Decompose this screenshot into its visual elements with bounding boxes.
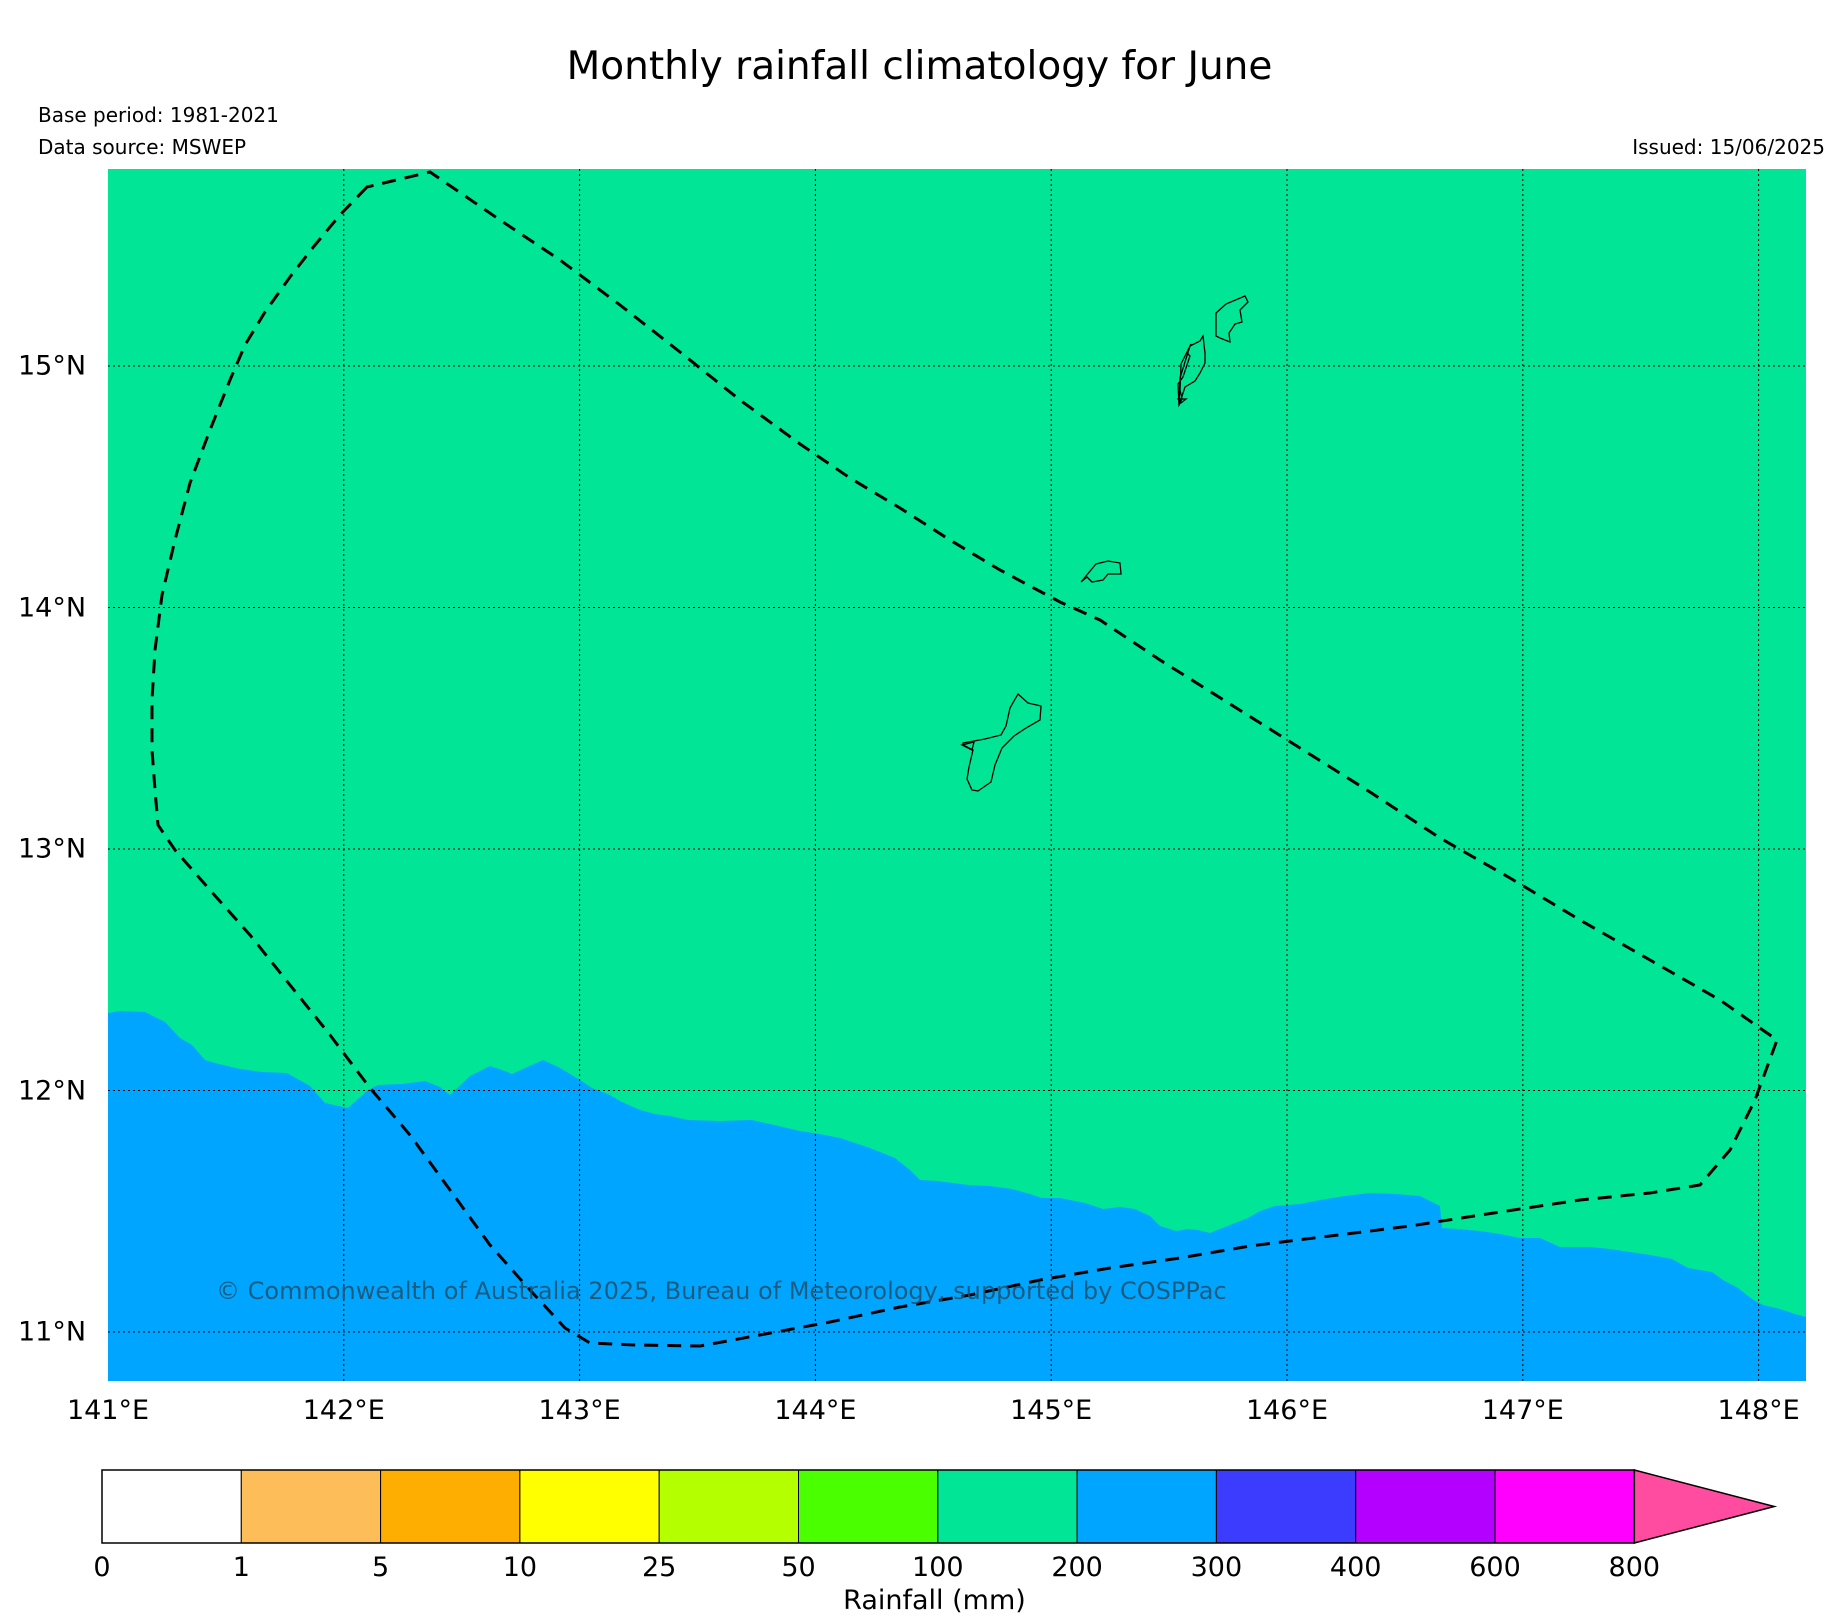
colorbar-segment <box>1494 1469 1635 1544</box>
y-tick-label: 11°N <box>18 1316 87 1348</box>
island-aguijan <box>1176 398 1188 404</box>
x-tick-label: 144°E <box>774 1395 857 1426</box>
colorbar-segment <box>1076 1469 1217 1544</box>
colorbar-outline <box>101 1469 1636 1544</box>
colorbar-segment <box>380 1469 521 1544</box>
y-tick-label: 15°N <box>18 350 87 382</box>
x-tick-label: 145°E <box>1010 1395 1093 1426</box>
island-outlines <box>960 295 1249 792</box>
base-period-label: Base period: 1981-2021 <box>38 103 279 127</box>
colorbar-segment <box>1215 1469 1357 1544</box>
colorbar-tick-label: 300 <box>1190 1552 1243 1583</box>
colorbar-segment <box>101 1469 242 1544</box>
x-tick-label: 147°E <box>1481 1395 1564 1426</box>
colorbar-tick-label: 25 <box>642 1552 677 1583</box>
x-tick-label: 142°E <box>302 1395 385 1426</box>
x-tick-label: 146°E <box>1245 1395 1329 1426</box>
y-tick-label: 12°N <box>18 1075 87 1106</box>
colorbar-tick-label: 100 <box>912 1552 964 1583</box>
colorbar-tick-label: 600 <box>1469 1552 1521 1583</box>
gridlines <box>108 169 1806 1381</box>
y-tick-label: 13°N <box>18 833 87 865</box>
island-rota <box>1080 560 1122 583</box>
issued-date-label: Issued: 15/06/2025 <box>1632 135 1825 159</box>
colorbar-segment <box>937 1469 1078 1544</box>
colorbar-segment <box>798 1469 939 1544</box>
colorbar-segment <box>658 1469 800 1544</box>
colorbar-tick-label: 50 <box>781 1552 816 1583</box>
island-north <box>1215 295 1249 344</box>
region-200-300 <box>108 1011 1806 1381</box>
page-title: Monthly rainfall climatology for June <box>566 44 1273 89</box>
colorbar-tick-label: 1 <box>232 1552 250 1583</box>
data-source-label: Data source: MSWEP <box>38 135 247 159</box>
island-guam-islet <box>960 741 975 751</box>
x-tick-label: 141°E <box>66 1395 150 1426</box>
copyright-credit: © Commonwealth of Australia 2025, Bureau… <box>216 1277 1227 1305</box>
colorbar-tick-label: 800 <box>1608 1552 1661 1583</box>
x-tick-label: 148°E <box>1717 1395 1800 1426</box>
colorbar-segment <box>519 1469 660 1544</box>
colorbar-segment <box>1355 1469 1496 1544</box>
colorbar-tick-label: 10 <box>502 1552 538 1583</box>
colorbar-segment <box>240 1469 382 1544</box>
colorbar-title: Rainfall (mm) <box>843 1585 1026 1616</box>
island-guam <box>962 692 1042 792</box>
island-saipan <box>1178 334 1206 406</box>
colorbar-tick-label: 5 <box>372 1552 390 1583</box>
colorbar-extend-arrow <box>1633 1469 1778 1544</box>
eez-boundary <box>150 170 1779 1348</box>
colorbar-tick-label: 0 <box>93 1552 111 1583</box>
colorbar-tick-label: 200 <box>1051 1552 1103 1583</box>
x-tick-label: 143°E <box>538 1395 621 1426</box>
colorbar-tick-label: 400 <box>1329 1552 1382 1583</box>
y-tick-label: 14°N <box>18 592 87 623</box>
